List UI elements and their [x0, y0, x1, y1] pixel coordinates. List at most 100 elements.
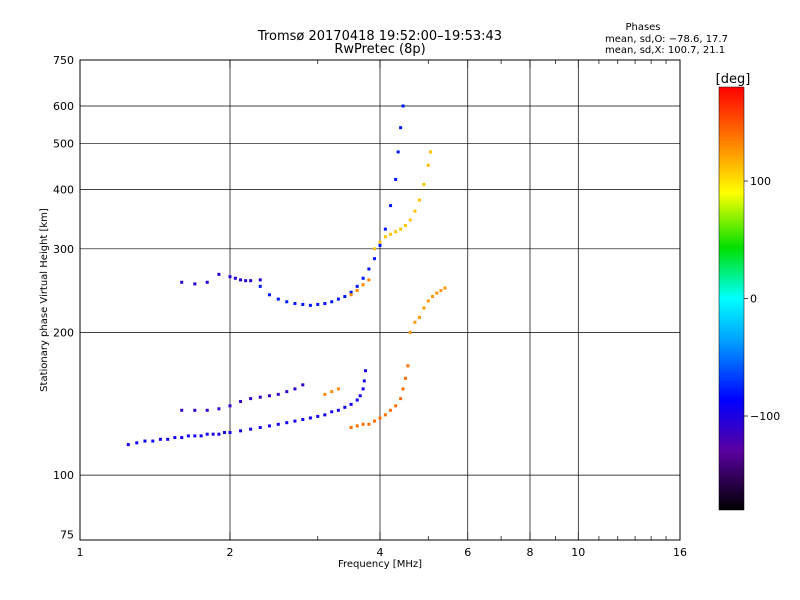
- data-point: [431, 294, 435, 298]
- data-point: [343, 405, 347, 409]
- plot-frame: [79, 59, 681, 541]
- data-point: [383, 235, 387, 239]
- data-point: [293, 387, 297, 391]
- data-point: [180, 408, 184, 412]
- data-point: [439, 289, 443, 293]
- data-point: [151, 439, 155, 443]
- data-point: [205, 280, 209, 284]
- data-point: [408, 218, 412, 222]
- data-point: [239, 278, 243, 282]
- y-tick-label: 750: [53, 54, 74, 67]
- data-point: [301, 418, 305, 422]
- data-point: [355, 424, 359, 428]
- x-axis-label: Frequency [MHz]: [338, 559, 422, 570]
- data-point: [205, 432, 209, 436]
- x-tick-label: 6: [464, 546, 471, 559]
- data-point: [417, 315, 421, 319]
- data-point: [249, 397, 253, 401]
- data-point: [358, 394, 362, 398]
- data-point: [363, 369, 367, 373]
- chart-title: Tromsø 20170418 19:52:00–19:53:43: [257, 29, 502, 44]
- data-point: [267, 394, 271, 398]
- data-point: [367, 267, 371, 271]
- data-point: [330, 390, 334, 394]
- data-point: [422, 182, 426, 186]
- data-point: [143, 439, 147, 443]
- data-point: [349, 402, 353, 406]
- data-point: [401, 104, 405, 108]
- data-point: [258, 426, 262, 430]
- data-point: [193, 408, 197, 412]
- data-point: [403, 223, 407, 227]
- data-point: [336, 387, 340, 391]
- data-point: [373, 419, 377, 423]
- data-point: [428, 150, 432, 154]
- grid-lines: [80, 60, 680, 540]
- data-point: [180, 436, 184, 440]
- data-point: [301, 383, 305, 387]
- data-point: [258, 278, 262, 282]
- data-point: [367, 278, 371, 282]
- data-point: [285, 300, 289, 304]
- data-point: [349, 293, 353, 297]
- colorbar-tick-label: −100: [750, 410, 780, 423]
- data-point: [330, 300, 334, 304]
- x-tick-label: 8: [527, 546, 534, 559]
- data-point: [378, 240, 382, 244]
- data-point: [394, 177, 398, 181]
- data-point: [249, 427, 253, 431]
- axis-ticks: 1 2 4 6 8 10 16 75 100 200 300 400 500 600 750: [53, 54, 687, 559]
- data-points: [126, 104, 447, 447]
- data-point: [435, 291, 439, 295]
- data-point: [249, 279, 253, 283]
- data-point: [422, 306, 426, 310]
- data-point: [406, 364, 410, 368]
- data-point: [361, 283, 365, 287]
- data-point: [401, 387, 405, 391]
- data-point: [349, 426, 353, 430]
- data-point: [233, 276, 237, 280]
- data-point: [399, 397, 403, 401]
- data-point: [244, 279, 248, 283]
- data-point: [316, 302, 320, 306]
- data-point: [399, 126, 403, 130]
- y-tick-label: 100: [53, 469, 74, 482]
- data-point: [394, 404, 398, 408]
- data-point: [349, 290, 353, 294]
- data-point: [186, 434, 190, 438]
- data-point: [158, 437, 162, 441]
- data-point: [383, 413, 387, 417]
- data-point: [361, 276, 365, 280]
- data-point: [267, 424, 271, 428]
- data-point: [413, 209, 417, 213]
- data-point: [217, 432, 221, 436]
- y-tick-label: 500: [53, 138, 74, 151]
- data-point: [378, 243, 382, 247]
- data-point: [293, 302, 297, 306]
- data-point: [394, 230, 398, 234]
- data-point: [355, 289, 359, 293]
- data-point: [323, 413, 327, 417]
- data-point: [228, 275, 232, 279]
- data-point: [399, 227, 403, 231]
- x-tick-label: 2: [227, 546, 234, 559]
- x-tick-label: 4: [377, 546, 384, 559]
- data-point: [217, 407, 221, 411]
- data-point: [361, 422, 365, 426]
- data-point: [276, 422, 280, 426]
- data-point: [426, 299, 430, 303]
- data-point: [223, 431, 227, 435]
- data-point: [426, 163, 430, 167]
- data-point: [308, 303, 312, 307]
- data-point: [166, 437, 170, 441]
- data-point: [443, 286, 447, 290]
- x-tick-label: 1: [77, 546, 84, 559]
- data-point: [293, 419, 297, 423]
- data-point: [173, 436, 177, 440]
- data-point: [285, 390, 289, 394]
- x-tick-label: 10: [571, 546, 585, 559]
- data-point: [378, 416, 382, 420]
- data-point: [205, 408, 209, 412]
- data-point: [228, 404, 232, 408]
